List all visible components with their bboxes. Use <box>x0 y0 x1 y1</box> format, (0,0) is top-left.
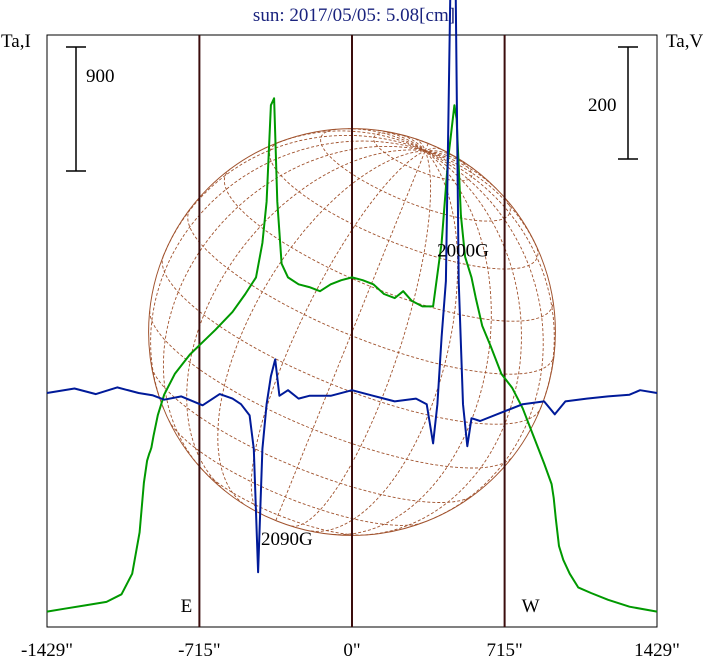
longitude-line <box>150 140 426 409</box>
field-annotation: 2000G <box>437 241 489 262</box>
longitude-line <box>278 130 426 152</box>
longitude-line <box>397 133 426 152</box>
limb-label-w: W <box>522 596 540 617</box>
latitude-line <box>201 468 366 536</box>
longitude-line <box>333 150 492 536</box>
scale-bar-label-right: 200 <box>588 95 617 116</box>
x-tick-label: 715" <box>486 640 522 661</box>
longitude-line <box>275 150 426 521</box>
latitude-line <box>269 141 539 270</box>
longitude-line <box>250 150 426 515</box>
limb-label-e: E <box>181 596 193 617</box>
series-lines <box>46 0 658 613</box>
longitude-line <box>186 149 426 492</box>
longitude-line <box>377 129 426 152</box>
annotations: 2000G 2090G <box>261 241 489 550</box>
longitude-line <box>347 128 426 152</box>
scale-bars: 900 200 <box>66 46 638 172</box>
x-tick-label: -1429" <box>21 640 73 661</box>
longitude-line <box>425 150 537 247</box>
solar-disk <box>148 128 556 536</box>
polarization-line <box>46 0 658 574</box>
longitude-line <box>291 150 432 527</box>
longitude-line <box>217 150 426 505</box>
latitude-line <box>168 420 423 526</box>
right-axis-label: Ta,V <box>666 31 703 52</box>
longitude-line <box>425 150 457 158</box>
intensity-line <box>46 97 658 613</box>
longitude-line <box>310 150 459 532</box>
longitude-line <box>425 150 497 189</box>
x-tick-label: -715" <box>178 640 221 661</box>
longitude-line <box>364 150 522 536</box>
longitude-line <box>415 138 426 151</box>
longitude-line <box>425 150 555 409</box>
x-tick-label: 0" <box>343 640 360 661</box>
longitude-line <box>424 150 544 519</box>
left-axis-label: Ta,I <box>1 31 31 52</box>
longitude-line <box>162 145 426 470</box>
longitude-line <box>425 147 441 152</box>
scale-bar-label-left: 900 <box>86 66 115 87</box>
longitude-line <box>425 150 474 170</box>
latitude-line <box>187 208 555 375</box>
x-tick-labels: -1429" -715" 0" 715" 1429" <box>21 640 680 661</box>
x-tick-label: 1429" <box>634 640 680 661</box>
longitude-line <box>162 134 426 256</box>
field-annotation: 2090G <box>261 529 313 550</box>
latitude-line <box>149 310 513 469</box>
longitude-line <box>424 143 429 151</box>
chart-title: sun: 2017/05/05: 5.08[cm] <box>253 5 455 26</box>
